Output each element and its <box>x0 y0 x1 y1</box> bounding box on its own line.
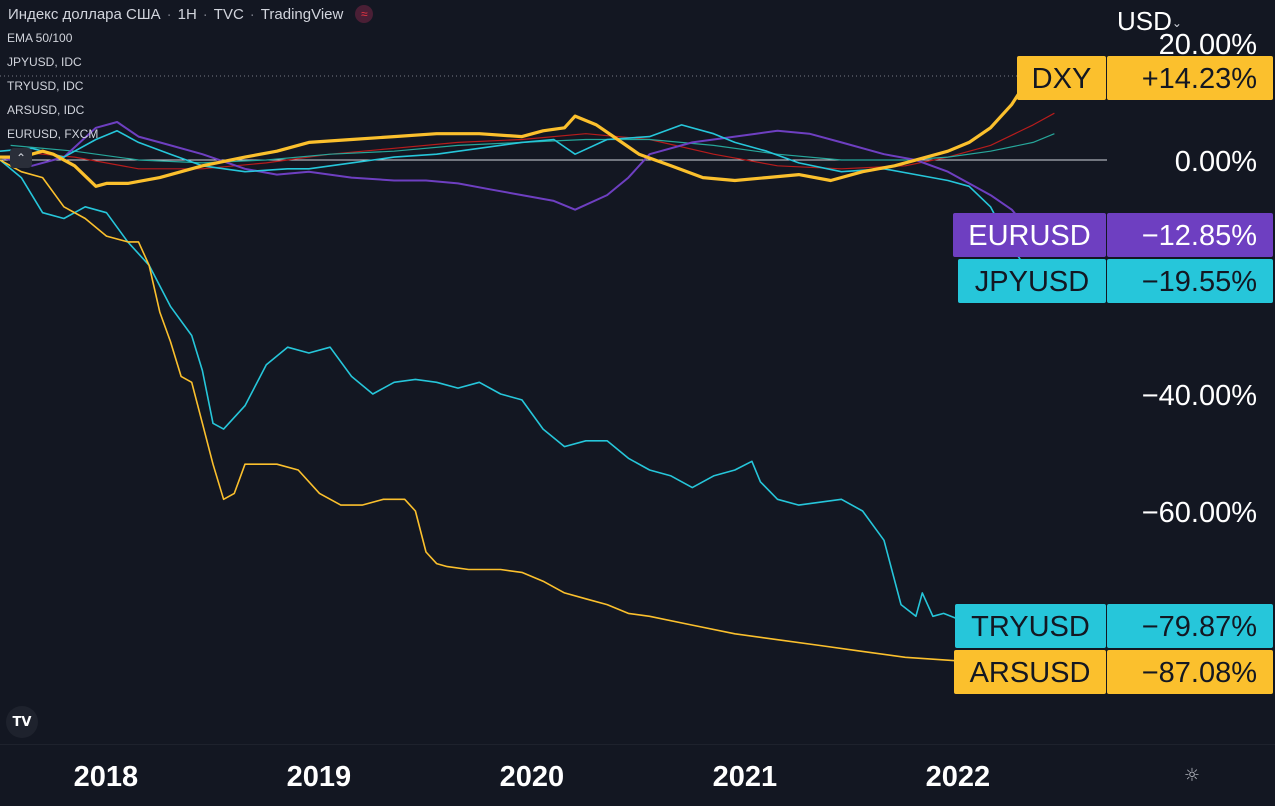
exchange-label: TVC <box>213 5 244 23</box>
series-layer <box>0 75 1055 671</box>
separator-dot: · <box>202 5 208 23</box>
badge-value-bg <box>1107 650 1273 694</box>
badge-value-bg <box>1107 259 1273 303</box>
badge-value-label: −79.87% <box>1142 611 1257 643</box>
badge-name-label: ARSUSD <box>970 657 1091 689</box>
y-tick-label: 0.00% <box>1175 146 1257 178</box>
badge-name-bg <box>1017 56 1106 100</box>
series-line-jpyusd[interactable] <box>0 124 1038 276</box>
chart-legend-header: Индекс доллара США · 1H · TVC · TradingV… <box>8 5 374 23</box>
badge-name-bg <box>953 213 1106 257</box>
x-tick-label: 2020 <box>500 761 565 793</box>
x-tick-label: 2019 <box>287 761 352 793</box>
badge-name-label: TRYUSD <box>971 611 1090 643</box>
separator-dot: · <box>249 5 255 23</box>
badge-value-label: −87.08% <box>1142 657 1257 689</box>
x-tick-label: 2022 <box>926 761 991 793</box>
badge-eurusd[interactable]: EURUSD −12.85% <box>953 213 1273 257</box>
y-tick-label: −40.00% <box>1142 380 1257 412</box>
badge-value-bg <box>1107 213 1273 257</box>
series-line-dxy[interactable] <box>0 75 1038 188</box>
x-axis: 2018 2019 2020 2021 2022 <box>74 761 991 793</box>
chevron-down-icon: ⌄ <box>1171 16 1182 31</box>
badge-name-bg <box>958 259 1106 303</box>
interval-label[interactable]: 1H <box>177 5 197 23</box>
x-tick-label: 2021 <box>713 761 778 793</box>
badge-arsusd[interactable]: ARSUSD −87.08% <box>954 650 1273 694</box>
indicator-legend: EMA 50/100 JPYUSD, IDC TRYUSD, IDC ARSUS… <box>7 31 98 151</box>
source-label: TradingView <box>260 5 344 23</box>
badge-value-label: −19.55% <box>1142 266 1257 298</box>
tradingview-logo-icon[interactable]: TV <box>6 706 38 738</box>
y-tick-label: 20.00% <box>1159 29 1257 61</box>
badge-jpyusd[interactable]: JPYUSD −19.55% <box>958 259 1273 303</box>
legend-item[interactable]: ARSUSD, IDC <box>7 103 85 117</box>
badge-name-label: EURUSD <box>968 220 1090 252</box>
badge-tryusd[interactable]: TRYUSD −79.87% <box>955 604 1273 648</box>
series-line-ema-100[interactable] <box>10 133 1055 164</box>
legend-item[interactable]: JPYUSD, IDC <box>7 55 82 69</box>
badge-name-label: DXY <box>1032 63 1092 95</box>
series-line-arsusd[interactable] <box>0 159 1038 671</box>
y-axis: 20.00% 0.00% −40.00% −60.00% <box>1142 29 1257 529</box>
y-tick-label: −60.00% <box>1142 497 1257 529</box>
badge-name-bg <box>954 650 1106 694</box>
time-axis-divider <box>0 744 1275 745</box>
chevron-up-icon[interactable]: ⌃ <box>10 148 32 168</box>
badge-value-label: +14.23% <box>1142 63 1257 95</box>
legend-item[interactable]: EURUSD, FXCM <box>7 127 99 141</box>
series-line-tryusd[interactable] <box>0 159 1038 628</box>
legend-item[interactable]: EMA 50/100 <box>7 31 73 45</box>
series-line-eurusd[interactable] <box>0 121 1038 237</box>
currency-text: USD <box>1117 6 1172 36</box>
symbol-name[interactable]: Индекс доллара США <box>8 5 161 23</box>
x-tick-label: 2018 <box>74 761 139 793</box>
badge-value-label: −12.85% <box>1142 220 1257 252</box>
gear-icon[interactable]: ☼ <box>1183 764 1201 786</box>
last-value-badges: DXY +14.23% EURUSD −12.85% JPYUSD −19.55% TRYU… <box>953 56 1273 694</box>
badge-name-label: JPYUSD <box>975 266 1089 298</box>
badge-dxy[interactable]: DXY +14.23% <box>1017 56 1273 100</box>
badge-name-bg <box>955 604 1106 648</box>
currency-selector[interactable]: USD⌄ <box>1117 6 1182 37</box>
separator-dot: · <box>166 5 172 23</box>
wave-icon[interactable]: ≈ <box>355 5 374 23</box>
badge-value-bg <box>1107 56 1273 100</box>
badge-value-bg <box>1107 604 1273 648</box>
legend-item[interactable]: TRYUSD, IDC <box>7 79 84 93</box>
